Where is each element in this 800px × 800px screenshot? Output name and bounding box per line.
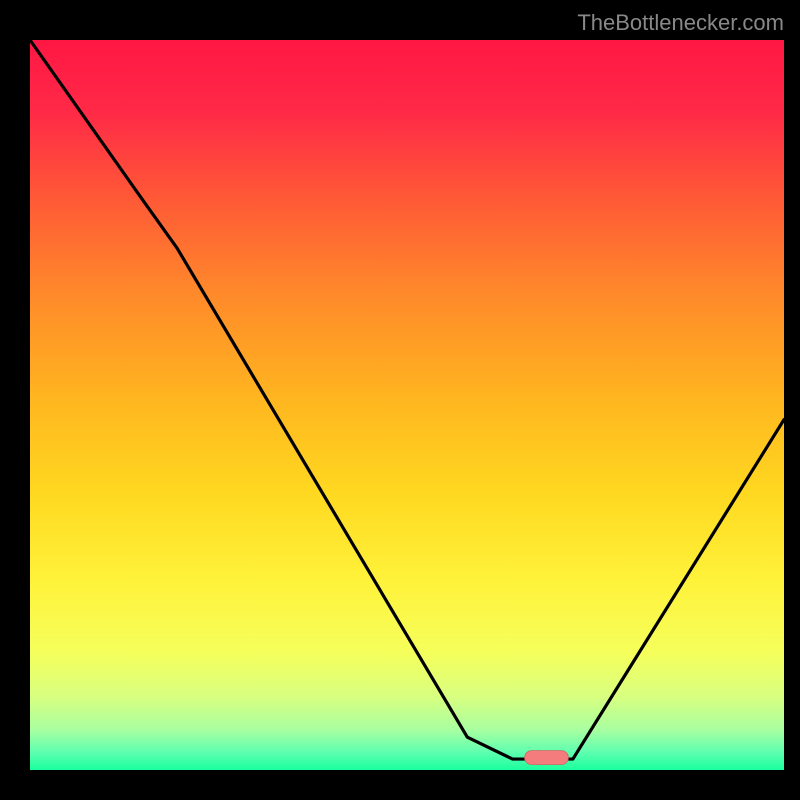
watermark-label: TheBottlenecker.com — [577, 10, 784, 36]
optimal-point-marker — [525, 751, 569, 765]
bottleneck-curve — [30, 40, 784, 770]
plot-area — [30, 40, 784, 770]
chart-frame: TheBottlenecker.com — [0, 0, 800, 800]
watermark-text: TheBottlenecker.com — [577, 10, 784, 35]
